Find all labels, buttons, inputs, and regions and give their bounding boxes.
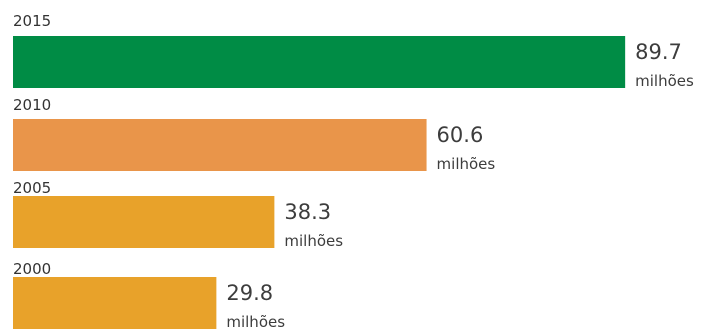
year-label: 2015 [13,12,51,30]
bar [13,36,626,88]
bar [13,196,275,248]
bar [13,277,217,329]
unit-label: milhões [437,155,496,173]
year-label: 2010 [13,96,51,114]
year-label: 2005 [13,179,51,197]
unit-label: milhões [284,232,343,250]
value-label: 60.6 [437,123,484,147]
value-label: 38.3 [284,200,331,224]
value-label: 89.7 [635,40,682,64]
unit-label: milhões [226,313,285,331]
unit-label: milhões [635,72,694,90]
year-label: 2000 [13,260,51,278]
bar [13,119,427,171]
value-label: 29.8 [226,281,273,305]
